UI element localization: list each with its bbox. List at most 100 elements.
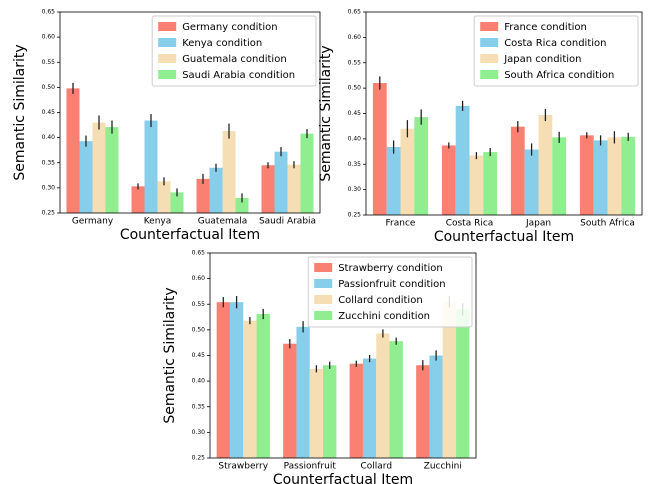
legend-swatch <box>158 38 177 47</box>
bar <box>131 186 145 213</box>
bar <box>300 133 314 213</box>
bar <box>243 320 257 458</box>
bar <box>441 145 456 215</box>
x-tick-label: Kenya <box>144 217 172 227</box>
x-tick-label: Strawberry <box>218 462 268 472</box>
legend-swatch <box>314 279 333 288</box>
y-tick-label: 0.55 <box>42 59 56 66</box>
y-tick-label: 0.30 <box>42 184 56 191</box>
axes-frame <box>365 11 643 216</box>
y-axis-label: Semantic Similarity <box>318 45 334 181</box>
bar <box>222 131 236 213</box>
x-tick-label: Germany <box>72 217 114 227</box>
bar <box>400 128 415 215</box>
bar <box>209 167 223 213</box>
y-tick-label: 0.55 <box>348 59 362 66</box>
y-tick-label: 0.30 <box>192 429 206 436</box>
bar <box>274 151 288 213</box>
bar <box>170 192 184 213</box>
bar <box>256 313 270 458</box>
bar <box>524 149 539 215</box>
bar <box>362 358 377 458</box>
y-tick-label: 0.25 <box>348 212 362 219</box>
legend-box <box>307 256 473 328</box>
bar <box>552 137 567 215</box>
axes-frame <box>209 252 477 459</box>
legend-label: Saudi Arabia condition <box>182 70 295 81</box>
y-tick-label: 0.40 <box>42 134 56 141</box>
x-tick-label: Japan <box>525 219 551 229</box>
legend-label: Germany condition <box>182 22 277 33</box>
bar <box>261 165 275 213</box>
bar <box>593 140 608 215</box>
x-tick-label: South Africa <box>580 219 635 229</box>
legend-label: Costa Rica condition <box>504 38 606 49</box>
bar <box>456 309 470 458</box>
y-tick-label: 0.45 <box>192 352 206 359</box>
y-tick-label: 0.50 <box>348 85 362 92</box>
bar <box>607 137 622 215</box>
y-tick-label: 0.65 <box>348 9 362 16</box>
x-axis-label: Counterfactual Item <box>273 472 413 484</box>
axes-frame <box>59 11 321 214</box>
legend-label: South Africa condition <box>504 70 614 81</box>
bar <box>92 122 106 213</box>
legend-label: France condition <box>504 22 587 33</box>
x-tick-label: Guatemala <box>198 217 248 227</box>
bar <box>229 302 244 458</box>
bar <box>287 164 301 213</box>
legend-label: Guatemala condition <box>182 54 286 65</box>
y-tick-label: 0.65 <box>192 250 206 257</box>
bar <box>235 197 249 213</box>
legend-box <box>473 15 639 87</box>
bar <box>372 83 387 215</box>
bar <box>621 136 636 215</box>
x-tick-label: France <box>386 219 416 229</box>
bar <box>389 341 403 458</box>
bar <box>79 141 93 213</box>
y-tick-label: 0.45 <box>348 110 362 117</box>
bar <box>105 127 119 213</box>
bar <box>386 146 401 215</box>
y-tick-label: 0.35 <box>42 159 56 166</box>
bar <box>296 326 310 458</box>
legend-swatch <box>158 70 177 79</box>
legend-swatch <box>158 22 177 31</box>
x-tick-label: Costa Rica <box>446 219 494 229</box>
legend-label: Collard condition <box>338 295 422 306</box>
legend-swatch <box>314 263 333 272</box>
y-tick-label: 0.35 <box>192 403 206 410</box>
y-tick-label: 0.35 <box>348 161 362 168</box>
bar <box>414 117 429 215</box>
y-tick-label: 0.60 <box>42 34 56 41</box>
y-tick-label: 0.30 <box>348 186 362 193</box>
bar <box>349 363 363 458</box>
bar <box>416 365 430 458</box>
y-tick-label: 0.45 <box>42 109 56 116</box>
y-tick-label: 0.55 <box>192 301 206 308</box>
bar <box>323 365 337 458</box>
bar <box>510 126 525 215</box>
bar <box>483 152 498 215</box>
legend-swatch <box>480 22 499 31</box>
bar <box>538 115 553 215</box>
y-tick-label: 0.40 <box>348 135 362 142</box>
bar <box>442 301 457 458</box>
bar <box>309 368 324 458</box>
bar <box>283 343 297 458</box>
legend-swatch <box>480 54 499 63</box>
legend-label: Passionfruit condition <box>338 279 445 290</box>
y-axis-label: Semantic Similarity <box>162 287 178 423</box>
legend-label: Kenya condition <box>182 38 262 49</box>
x-tick-label: Passionfruit <box>284 462 337 472</box>
bar <box>216 302 230 458</box>
x-tick-label: Saudi Arabia <box>259 217 316 227</box>
y-tick-label: 0.25 <box>192 455 206 462</box>
legend-swatch <box>480 70 499 79</box>
legend-label: Japan condition <box>503 54 581 65</box>
bar <box>455 105 470 215</box>
y-tick-label: 0.65 <box>42 9 56 16</box>
legend-swatch <box>158 54 177 63</box>
bar <box>66 88 80 213</box>
